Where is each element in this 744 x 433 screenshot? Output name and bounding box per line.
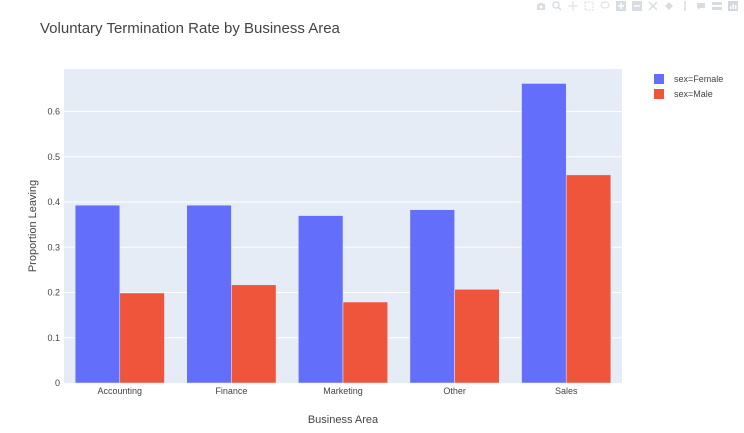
chart-title: Voluntary Termination Rate by Business A…	[40, 20, 341, 37]
zoom-icon[interactable]	[552, 1, 562, 11]
plotly-logo-icon[interactable]	[728, 1, 738, 11]
x-tick-label: Marketing	[323, 386, 363, 396]
bar-sex-female-marketing[interactable]	[298, 215, 344, 384]
pan-icon[interactable]	[568, 1, 578, 11]
bar-sex-female-accounting[interactable]	[74, 204, 121, 384]
hover-closest-icon[interactable]	[696, 1, 706, 11]
hover-compare-icon[interactable]	[712, 1, 722, 11]
lasso-icon[interactable]	[600, 1, 610, 11]
bar-sex-female-finance[interactable]	[186, 204, 232, 384]
y-axis-title: Proportion Leaving	[27, 180, 39, 272]
x-tick-label: Other	[443, 386, 466, 396]
zoom-out-icon[interactable]	[632, 1, 642, 11]
y-axis-ticks: 0 0.1 0.2 0.3 0.4 0.5 0.6	[47, 107, 60, 388]
x-axis-title: Business Area	[308, 414, 379, 426]
bar-sex-male-other[interactable]	[454, 289, 500, 384]
legend-label[interactable]: sex=Female	[674, 74, 723, 84]
bar-sex-female-other[interactable]	[409, 209, 455, 384]
legend-label[interactable]: sex=Male	[674, 89, 713, 99]
bar-sex-male-sales[interactable]	[565, 174, 612, 384]
y-tick-label: 0.6	[47, 107, 60, 117]
bar-sex-male-accounting[interactable]	[119, 292, 165, 384]
x-tick-label: Accounting	[98, 386, 143, 396]
bar-sex-male-finance[interactable]	[231, 284, 277, 384]
box-select-icon[interactable]	[584, 1, 594, 11]
y-tick-label: 0.5	[47, 152, 60, 162]
bar-sex-female-sales[interactable]	[521, 83, 567, 384]
y-tick-label: 0	[55, 378, 60, 388]
autoscale-icon[interactable]	[648, 1, 658, 11]
legend: sex=Female sex=Male	[654, 74, 723, 99]
zoom-in-icon[interactable]	[616, 1, 626, 11]
reset-axes-icon[interactable]	[664, 1, 674, 11]
x-tick-label: Finance	[215, 386, 247, 396]
camera-icon[interactable]	[536, 1, 546, 11]
bar-sex-male-marketing[interactable]	[342, 301, 388, 384]
x-tick-label: Sales	[555, 386, 578, 396]
y-tick-label: 0.3	[47, 242, 60, 252]
legend-swatch[interactable]	[654, 89, 664, 99]
modebar	[536, 0, 738, 12]
y-tick-label: 0.1	[47, 333, 60, 343]
y-tick-label: 0.2	[47, 288, 60, 298]
x-axis-ticks: Accounting Finance Marketing Other Sales	[98, 386, 578, 396]
y-tick-label: 0.4	[47, 197, 60, 207]
legend-swatch[interactable]	[654, 74, 664, 84]
spike-lines-icon[interactable]	[680, 1, 690, 11]
bars	[74, 83, 612, 384]
